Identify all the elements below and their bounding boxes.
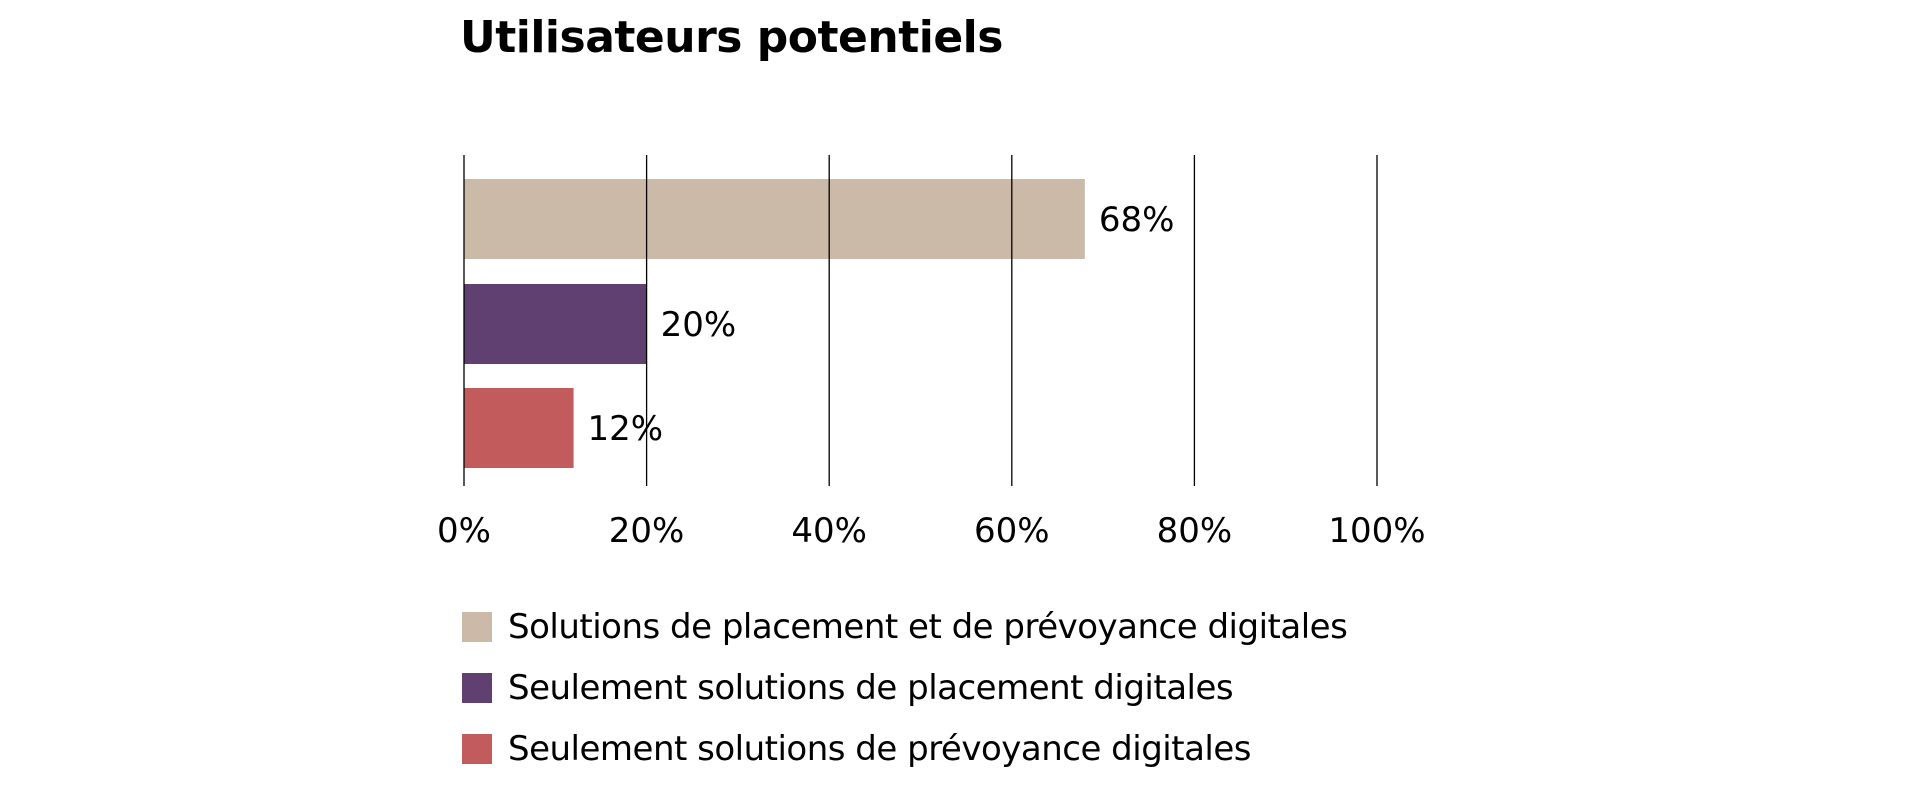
legend-swatch <box>462 734 492 764</box>
x-tick-label: 20% <box>609 511 685 551</box>
legend-label: Solutions de placement et de prévoyance … <box>508 607 1348 647</box>
legend-item: Seulement solutions de placement digital… <box>462 668 1234 708</box>
bar <box>464 179 1085 259</box>
bar <box>464 284 647 364</box>
x-tick-label: 80% <box>1157 511 1233 551</box>
legend-item: Seulement solutions de prévoyance digita… <box>462 729 1252 769</box>
legend-swatch <box>462 612 492 642</box>
legend-swatch <box>462 673 492 703</box>
data-label: 12% <box>588 409 664 449</box>
legend-label: Seulement solutions de placement digital… <box>508 668 1234 708</box>
x-tick-label: 0% <box>437 511 491 551</box>
x-tick-label: 60% <box>974 511 1050 551</box>
legend-label: Seulement solutions de prévoyance digita… <box>508 729 1252 769</box>
x-tick-label: 40% <box>791 511 867 551</box>
chart-title: Utilisateurs potentiels <box>460 12 1003 63</box>
data-label: 68% <box>1099 200 1175 240</box>
bar <box>464 388 574 468</box>
x-tick-label: 100% <box>1328 511 1425 551</box>
data-label: 20% <box>661 305 737 345</box>
legend-item: Solutions de placement et de prévoyance … <box>462 607 1348 647</box>
